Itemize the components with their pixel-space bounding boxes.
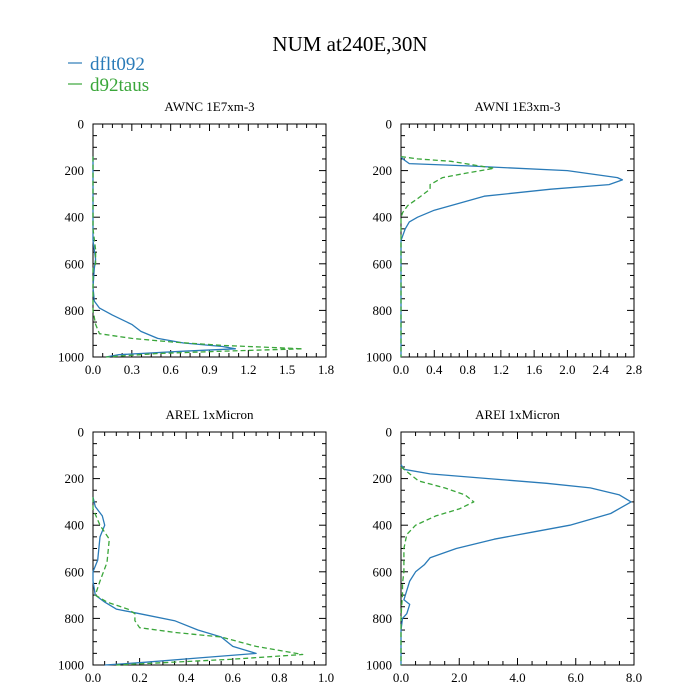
x-tick-label: 2.0	[451, 670, 467, 685]
series-line-dflt092	[92, 156, 237, 358]
y-tick-label: 400	[373, 210, 393, 225]
y-tick-label: 0	[78, 117, 85, 132]
panel-title: AWNC 1E7xm-3	[164, 99, 254, 114]
y-tick-label: 800	[65, 303, 85, 318]
y-tick-label: 800	[373, 611, 393, 626]
y-tick-label: 1000	[366, 350, 392, 365]
x-tick-label: 2.0	[559, 362, 575, 377]
x-tick-label: 0.8	[271, 670, 287, 685]
series-line-dflt092	[92, 497, 257, 666]
x-tick-label: 0.8	[459, 362, 475, 377]
x-tick-label: 1.5	[279, 362, 295, 377]
x-tick-label: 0.6	[163, 362, 180, 377]
chart-panel-3: AREL 1xMicron 0.0 0.2 0.4 0.6 0.8 1.0 0 200 400 60…	[58, 407, 334, 685]
plot-frame	[400, 431, 635, 666]
x-tick-label: 0.0	[393, 362, 409, 377]
y-tick-label: 400	[65, 518, 85, 533]
y-tick-label: 1000	[366, 658, 392, 673]
x-tick-label: 1.8	[318, 362, 334, 377]
chart-panel-1: AWNC 1E7xm-3 0.0 0.3 0.6 0.9 1.2 1.5 1.8 0 200 400…	[58, 99, 334, 377]
legend-label-dflt092: dflt092	[90, 54, 145, 75]
series-line-d92taus	[92, 497, 304, 666]
x-tick-label: 4.0	[509, 670, 525, 685]
series-line-d92taus	[400, 466, 475, 665]
plot-frame	[400, 123, 635, 358]
y-tick-label: 200	[373, 471, 393, 486]
series-line-d92taus	[92, 156, 304, 358]
chart-panel-4: AREI 1xMicron 0.0 2.0 4.0 6.0 8.0 0 200 400 600 80…	[366, 407, 642, 685]
x-tick-label: 1.6	[526, 362, 543, 377]
y-tick-label: 800	[373, 303, 393, 318]
y-tick-label: 400	[65, 210, 85, 225]
x-tick-label: 0.4	[178, 670, 195, 685]
y-tick-label: 0	[78, 425, 85, 440]
y-tick-label: 0	[386, 117, 393, 132]
x-tick-label: 0.3	[124, 362, 140, 377]
x-tick-label: 0.9	[201, 362, 217, 377]
y-tick-label: 600	[373, 256, 393, 271]
y-tick-label: 600	[65, 256, 85, 271]
x-tick-label: 0.4	[426, 362, 443, 377]
panel-title: AWNI 1E3xm-3	[475, 99, 561, 114]
x-tick-label: 8.0	[626, 670, 642, 685]
x-tick-label: 0.0	[85, 670, 101, 685]
x-tick-label: 0.2	[131, 670, 147, 685]
x-tick-label: 6.0	[568, 670, 584, 685]
panel-title: AREI 1xMicron	[475, 407, 560, 422]
chart-title: NUM at240E,30N	[272, 32, 427, 56]
y-tick-label: 1000	[58, 350, 84, 365]
y-tick-label: 800	[65, 611, 85, 626]
legend: dflt092 d92taus	[68, 54, 149, 96]
x-tick-label: 1.2	[240, 362, 256, 377]
y-tick-label: 600	[65, 564, 85, 579]
x-tick-label: 1.2	[493, 362, 509, 377]
chart-panel-2: AWNI 1E3xm-3 0.0 0.4 0.8 1.2 1.6 2.0 2.4 2.8 0 200…	[366, 99, 642, 377]
x-tick-label: 0.6	[225, 670, 242, 685]
x-tick-label: 0.0	[393, 670, 409, 685]
y-tick-label: 200	[65, 471, 85, 486]
legend-label-d92taus: d92taus	[90, 75, 149, 96]
panel-title: AREL 1xMicron	[166, 407, 254, 422]
y-tick-label: 1000	[58, 658, 84, 673]
y-tick-label: 0	[386, 425, 393, 440]
y-tick-label: 600	[373, 564, 393, 579]
y-tick-label: 200	[65, 163, 85, 178]
plot-frame	[92, 431, 327, 666]
series-line-dflt092	[400, 464, 632, 665]
series-line-d92taus	[400, 155, 495, 357]
y-tick-label: 400	[373, 518, 393, 533]
y-tick-label: 200	[373, 163, 393, 178]
series-line-dflt092	[400, 156, 624, 357]
x-tick-label: 1.0	[318, 670, 334, 685]
x-tick-label: 0.0	[85, 362, 101, 377]
x-tick-label: 2.4	[593, 362, 610, 377]
x-tick-label: 2.8	[626, 362, 642, 377]
